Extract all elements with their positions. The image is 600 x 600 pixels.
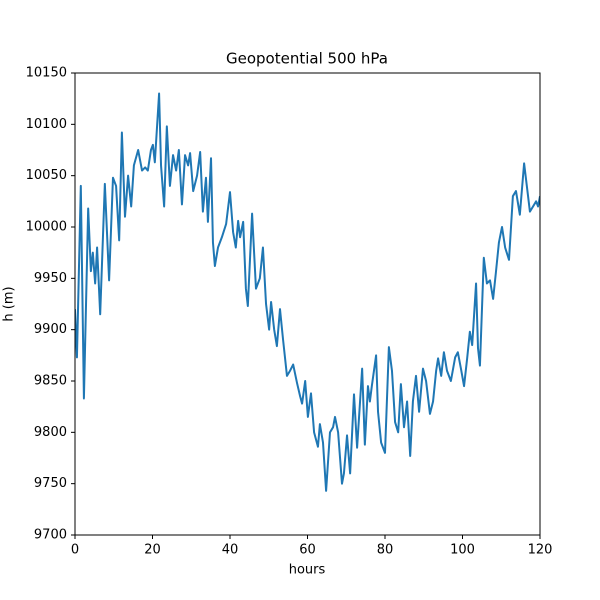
- y-tick-label: 9950: [34, 271, 67, 286]
- y-axis-label: h (m): [2, 286, 17, 321]
- y-tick-label: 10150: [26, 66, 67, 81]
- x-tick-label: 40: [222, 543, 239, 558]
- y-tick-label: 9700: [34, 528, 67, 543]
- x-tick-label: 100: [450, 543, 475, 558]
- y-tick-label: 9750: [34, 476, 67, 491]
- x-tick-label: 80: [377, 543, 394, 558]
- y-tick-label: 9850: [34, 374, 67, 389]
- x-tick-label: 120: [528, 543, 553, 558]
- x-axis-label: hours: [289, 563, 326, 578]
- y-tick-label: 10050: [26, 168, 67, 183]
- data-line: [75, 92, 540, 492]
- y-tick-label: 9800: [34, 425, 67, 440]
- y-tick-label: 10100: [26, 117, 67, 132]
- chart-title: Geopotential 500 hPa: [226, 50, 388, 68]
- x-tick-label: 60: [299, 543, 316, 558]
- y-tick-label: 10000: [26, 220, 67, 235]
- x-tick-label: 0: [71, 543, 79, 558]
- plot-frame: [74, 72, 541, 536]
- x-tick-label: 20: [144, 543, 161, 558]
- y-tick-label: 9900: [34, 322, 67, 337]
